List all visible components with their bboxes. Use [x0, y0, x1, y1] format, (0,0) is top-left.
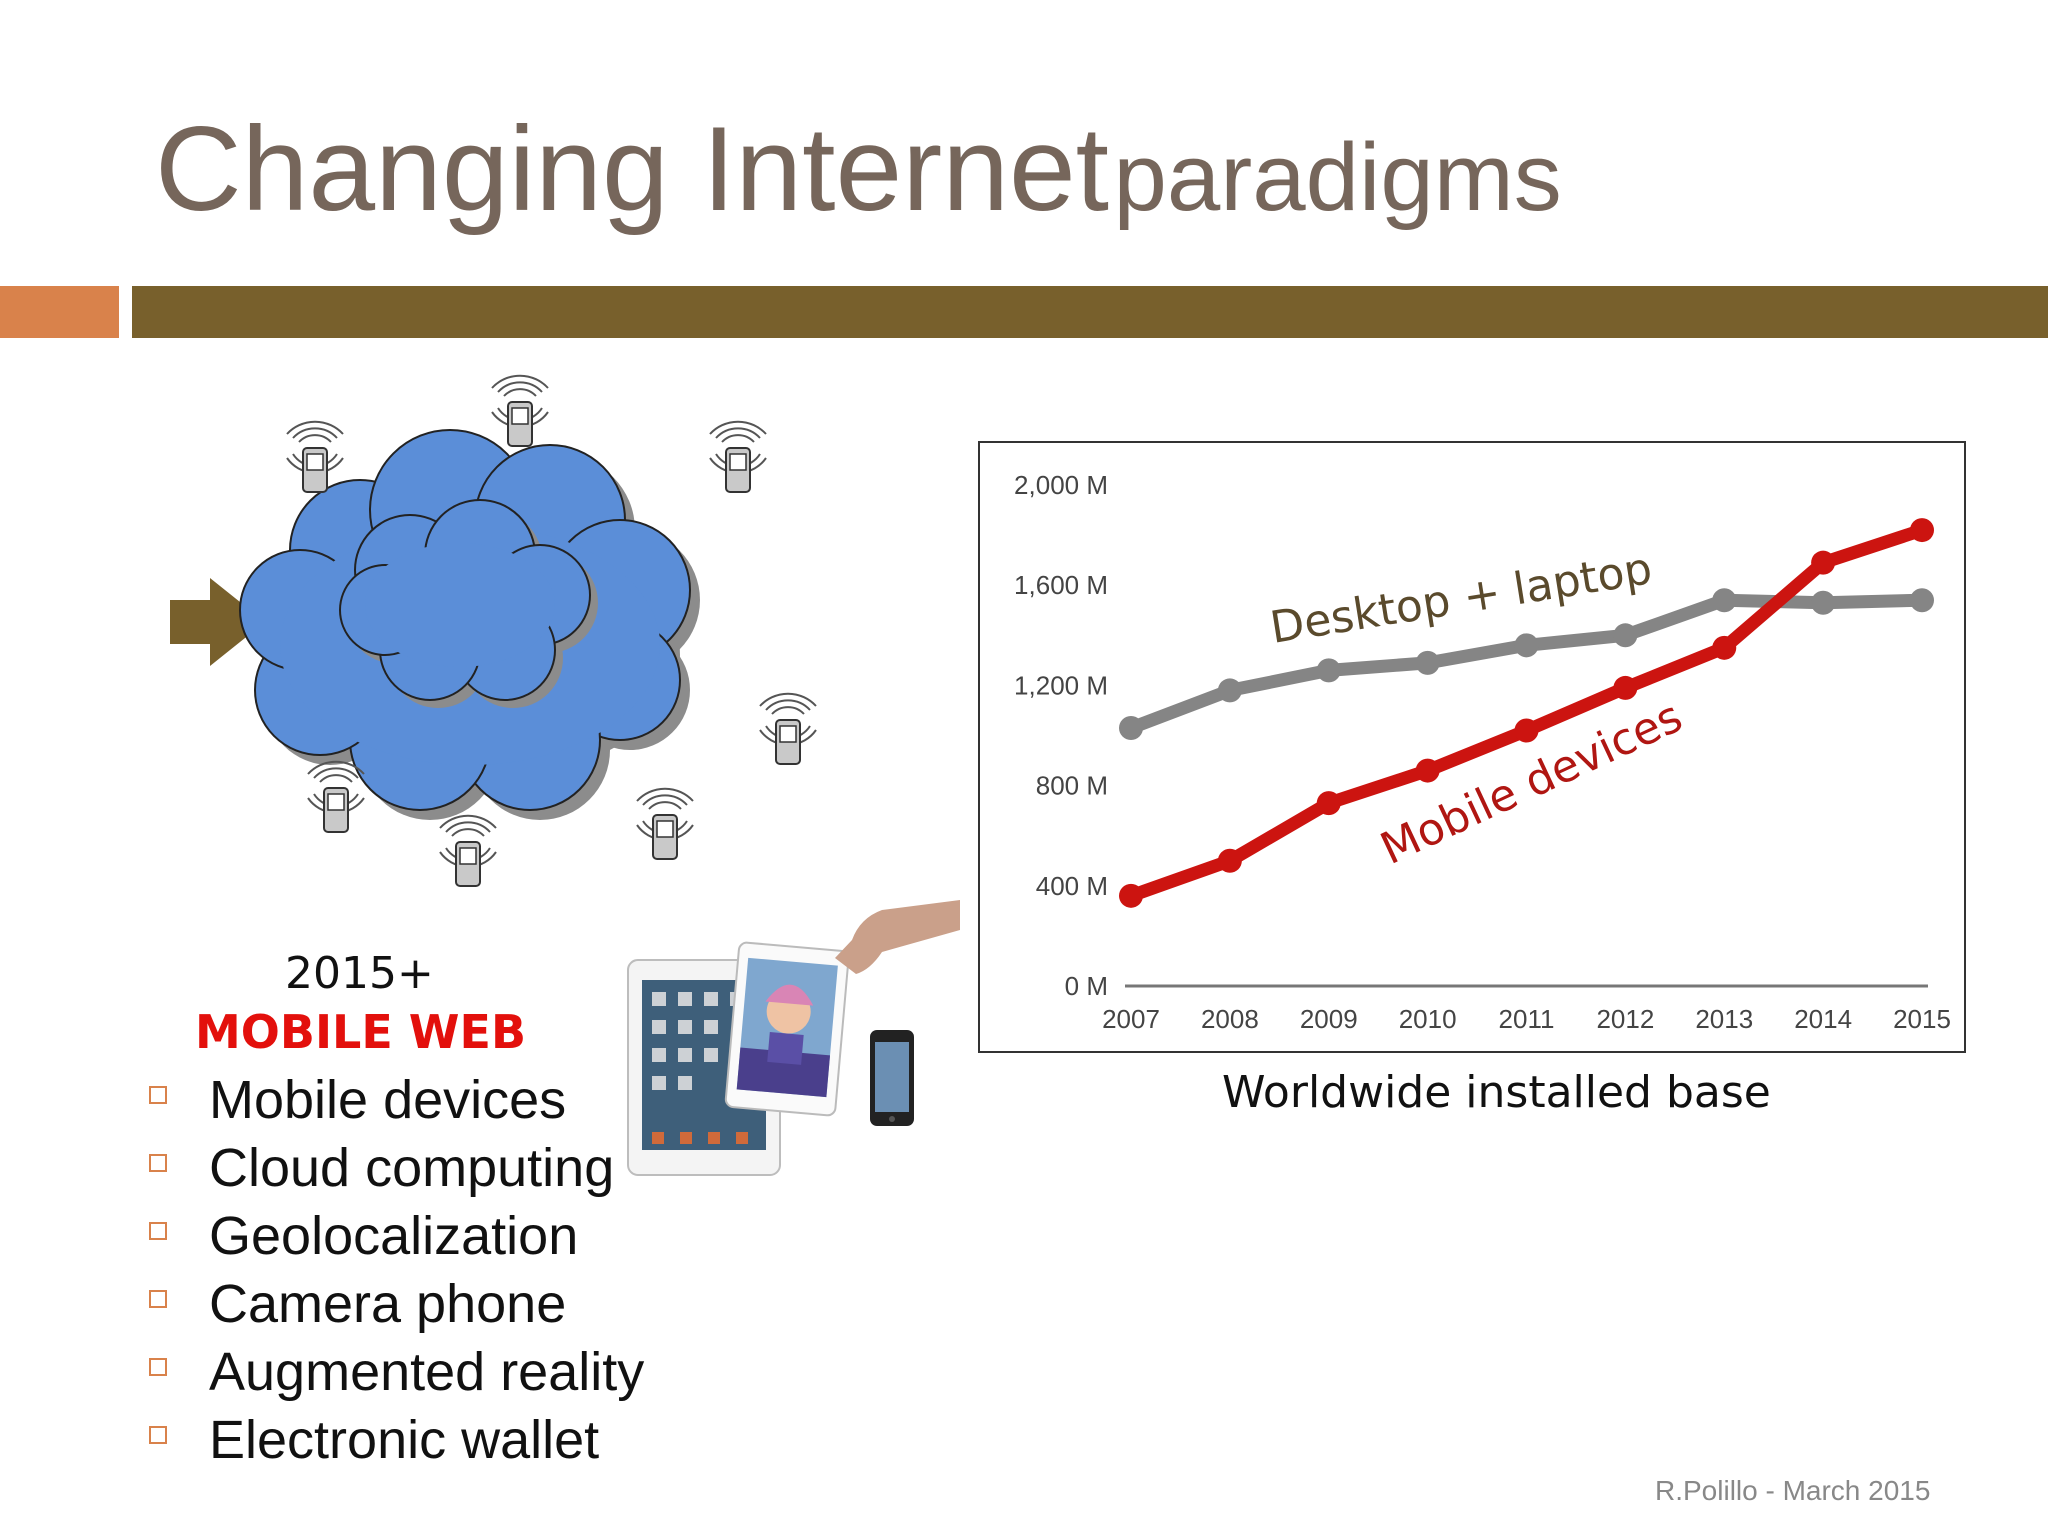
data-point: [1613, 623, 1638, 648]
y-tick-label: 1,600 M: [1014, 570, 1108, 600]
title-main: Changing Internet: [155, 102, 1110, 236]
data-point: [1217, 678, 1242, 703]
series-line-0: [1124, 593, 1929, 735]
mobile-phone-icon: [709, 420, 767, 493]
data-point: [1415, 650, 1440, 675]
x-tick-label: 2011: [1499, 1004, 1555, 1034]
accent-bar: [0, 286, 119, 338]
footer-credit: R.Polillo - March 2015: [1655, 1475, 1931, 1506]
bullet-box-icon: [149, 1426, 167, 1444]
x-tick-label: 2014: [1794, 1004, 1852, 1034]
series-label-mobile: Mobile devices: [1373, 691, 1690, 875]
tablet-phone-photo: [627, 900, 960, 1176]
data-point: [1415, 758, 1440, 783]
data-point: [1217, 848, 1242, 873]
era-year: 2015+: [285, 948, 434, 999]
list-item: Geolocalization: [145, 1206, 644, 1274]
y-tick-label: 400 M: [1036, 871, 1108, 901]
data-point: [1514, 718, 1539, 743]
cloud-icon: [239, 429, 700, 820]
mobile-network-illustration: [170, 374, 817, 887]
y-tick-label: 800 M: [1036, 771, 1108, 801]
x-tick-label: 2013: [1695, 1004, 1753, 1034]
data-point: [1119, 715, 1143, 740]
x-tick-label: 2007: [1102, 1004, 1160, 1034]
y-tick-label: 0 M: [1065, 971, 1108, 1001]
x-tick-label: 2008: [1201, 1004, 1259, 1034]
list-item: Augmented reality: [145, 1342, 644, 1410]
line-chart: 0 M 400 M 800 M 1,200 M 1,600 M 2,000 M 2007 20…: [1014, 470, 1951, 1034]
data-point: [1811, 550, 1836, 575]
data-point: [1119, 883, 1143, 908]
mobile-phone-icon: [636, 787, 694, 860]
y-tick-label: 2,000 M: [1014, 470, 1108, 500]
bullet-box-icon: [149, 1290, 167, 1308]
data-point: [1910, 518, 1934, 543]
mobile-phone-icon: [759, 692, 817, 765]
bullet-box-icon: [149, 1154, 167, 1172]
data-point: [1613, 675, 1638, 700]
mobile-phone-icon: [439, 814, 497, 887]
bullet-box-icon: [149, 1086, 167, 1104]
list-item: Electronic wallet: [145, 1410, 644, 1478]
era-label: MOBILE WEB: [195, 1005, 527, 1059]
mobile-phone-icon: [307, 760, 365, 833]
installed-base-chart: 0 M 400 M 800 M 1,200 M 1,600 M 2,000 M 2007 20…: [978, 441, 1966, 1053]
data-point: [1712, 635, 1737, 660]
title-underline-bar: [132, 286, 2048, 338]
chart-caption: Worldwide installed base: [1222, 1067, 1771, 1118]
list-item: Cloud computing: [145, 1138, 644, 1206]
x-tick-label: 2009: [1300, 1004, 1358, 1034]
arrow-right-icon: [170, 578, 265, 666]
list-item: Mobile devices: [145, 1070, 644, 1138]
bullet-box-icon: [149, 1358, 167, 1376]
mobile-phone-icon: [491, 374, 549, 447]
y-tick-label: 1,200 M: [1014, 670, 1108, 700]
bullet-box-icon: [149, 1222, 167, 1240]
data-point: [1910, 588, 1934, 613]
x-tick-label: 2010: [1399, 1004, 1457, 1034]
mobile-phone-icon: [286, 420, 344, 493]
slide-title: Changing Internet paradigms: [155, 100, 1562, 238]
data-point: [1811, 590, 1836, 615]
data-point: [1514, 633, 1539, 658]
list-item: Camera phone: [145, 1274, 644, 1342]
x-tick-label: 2012: [1596, 1004, 1654, 1034]
bullet-list: Mobile devices Cloud computing Geolocali…: [145, 1070, 644, 1478]
title-sub: paradigms: [1113, 124, 1562, 231]
data-point: [1712, 588, 1737, 613]
data-point: [1316, 658, 1341, 683]
x-tick-label: 2015: [1893, 1004, 1951, 1034]
data-point: [1316, 791, 1341, 816]
